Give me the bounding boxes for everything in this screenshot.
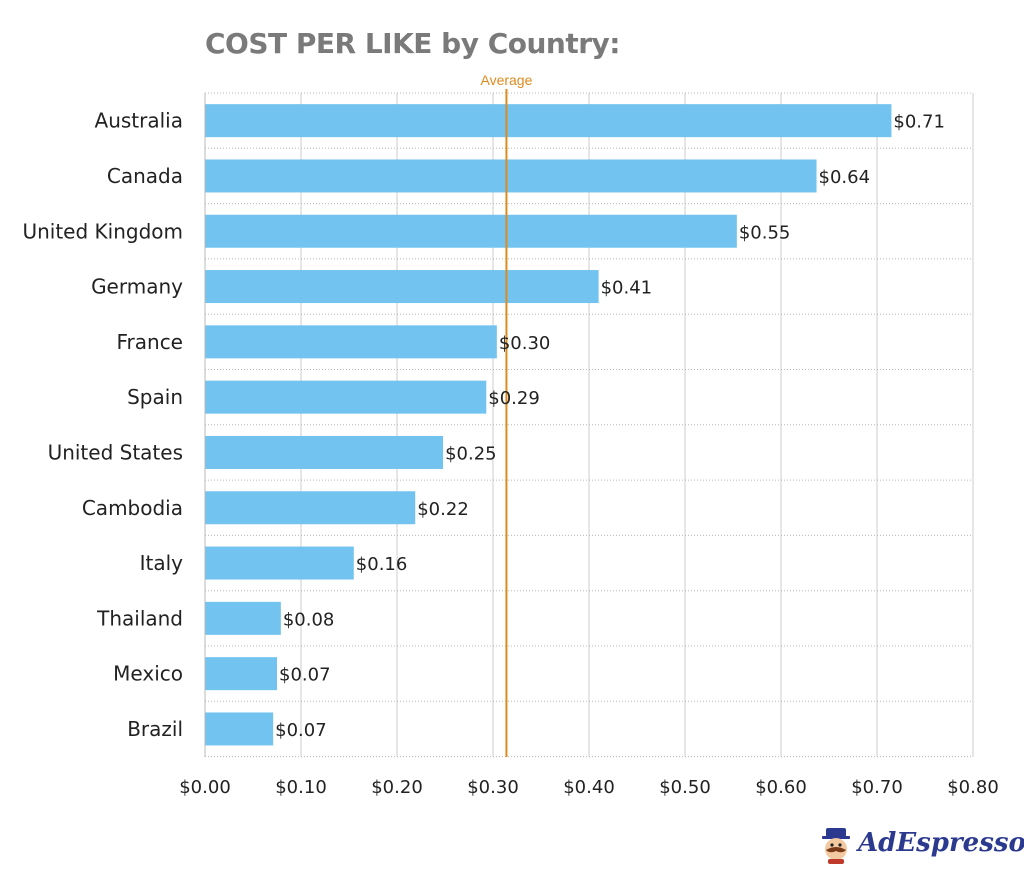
x-tick-label: $0.60 [755,777,807,798]
bar [205,491,416,525]
bar [205,214,737,248]
value-label: $0.07 [275,720,327,741]
x-tick-label: $0.10 [275,777,327,798]
bar [205,601,281,635]
category-label: Brazil [127,717,183,741]
x-tick-label: $0.40 [563,777,615,798]
bar [205,104,892,138]
category-label: Mexico [113,662,183,686]
category-label: Thailand [96,606,183,630]
x-axis: $0.00 $0.10 $0.20 $0.30 $0.40 $0.50 $0.60 $0.70… [179,93,999,798]
category-label: Germany [91,275,183,299]
category-label: France [116,330,183,354]
value-label: $0.25 [445,443,497,464]
bar [205,270,599,304]
value-label: $0.16 [356,554,408,575]
bar-layer [205,104,892,746]
x-tick-label: $0.70 [851,777,903,798]
x-tick-label: $0.80 [947,777,999,798]
value-label: $0.71 [893,112,945,133]
x-tick-label: $0.50 [659,777,711,798]
brand-name: AdEspresso [858,828,1024,858]
value-label: $0.41 [601,278,653,299]
category-label: Cambodia [82,496,183,520]
value-label: $0.07 [279,665,331,686]
mascot-icon [822,828,850,864]
value-label: $0.08 [283,609,335,630]
category-label: Canada [107,164,183,188]
bar [205,325,497,359]
value-label: $0.55 [739,222,791,243]
bar [205,380,487,414]
chart-title: COST PER LIKE by Country: [205,27,621,60]
bar [205,657,277,691]
bar [205,435,444,469]
x-tick-label: $0.00 [179,777,231,798]
category-label: Spain [127,385,183,409]
value-label: $0.22 [417,499,469,520]
x-tick-label: $0.20 [371,777,423,798]
bar [205,712,274,746]
bar [205,159,817,193]
x-tick-label: $0.30 [467,777,519,798]
label-layer: Australia $0.71 Canada $0.64 United Kingdom $… [22,109,944,741]
grid-layer [205,92,974,758]
average-line-group: Average [480,72,533,757]
category-label: Australia [95,109,183,133]
adespresso-logo: AdEspresso [818,826,1024,866]
value-label: $0.64 [819,167,871,188]
average-label: Average [480,72,532,88]
bar [205,546,354,580]
category-label: Italy [140,551,184,575]
category-label: United Kingdom [22,219,183,243]
value-label: $0.30 [499,333,551,354]
category-label: United States [48,440,183,464]
value-label: $0.29 [488,388,540,409]
